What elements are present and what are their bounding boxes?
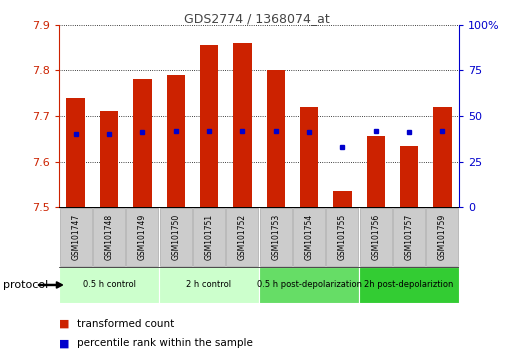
Bar [233, 43, 251, 207]
Bar [359, 267, 459, 303]
Bar [193, 208, 225, 266]
Bar [267, 70, 285, 207]
Bar [126, 208, 159, 266]
Text: 0.5 h control: 0.5 h control [83, 280, 135, 290]
Bar [259, 267, 359, 303]
Bar [333, 191, 351, 207]
Bar [93, 208, 125, 266]
Text: ■: ■ [59, 338, 69, 348]
Text: GSM101759: GSM101759 [438, 214, 447, 260]
Bar [133, 79, 151, 207]
Text: percentile rank within the sample: percentile rank within the sample [77, 338, 253, 348]
Bar [326, 208, 359, 266]
Text: GSM101753: GSM101753 [271, 214, 280, 260]
Text: ■: ■ [59, 319, 69, 329]
Bar [200, 45, 218, 207]
Text: transformed count: transformed count [77, 319, 174, 329]
Text: GSM101757: GSM101757 [405, 214, 413, 260]
Text: GSM101750: GSM101750 [171, 214, 180, 260]
Text: GSM101754: GSM101754 [305, 214, 313, 260]
Bar [433, 107, 451, 207]
Bar [260, 208, 292, 266]
Bar [67, 98, 85, 207]
Bar [60, 208, 92, 266]
Bar [160, 208, 192, 266]
Bar [226, 208, 259, 266]
Bar [426, 208, 459, 266]
Text: GSM101756: GSM101756 [371, 214, 380, 260]
Text: GSM101755: GSM101755 [338, 214, 347, 260]
Bar [167, 75, 185, 207]
Bar [367, 136, 385, 207]
Bar [300, 107, 318, 207]
Bar [360, 208, 392, 266]
Text: GSM101747: GSM101747 [71, 214, 80, 260]
Text: GSM101752: GSM101752 [238, 214, 247, 260]
Text: GSM101748: GSM101748 [105, 214, 113, 260]
Bar [400, 145, 418, 207]
Bar [293, 208, 325, 266]
Bar [159, 267, 259, 303]
Bar [59, 267, 159, 303]
Text: 2 h control: 2 h control [187, 280, 231, 290]
Bar [100, 112, 118, 207]
Text: 0.5 h post-depolarization: 0.5 h post-depolarization [256, 280, 362, 290]
Text: GSM101751: GSM101751 [205, 214, 213, 260]
Text: 2h post-depolariztion: 2h post-depolariztion [364, 280, 454, 290]
Text: GSM101749: GSM101749 [138, 214, 147, 260]
Bar [393, 208, 425, 266]
Text: protocol: protocol [3, 280, 48, 290]
Text: GDS2774 / 1368074_at: GDS2774 / 1368074_at [184, 12, 329, 25]
